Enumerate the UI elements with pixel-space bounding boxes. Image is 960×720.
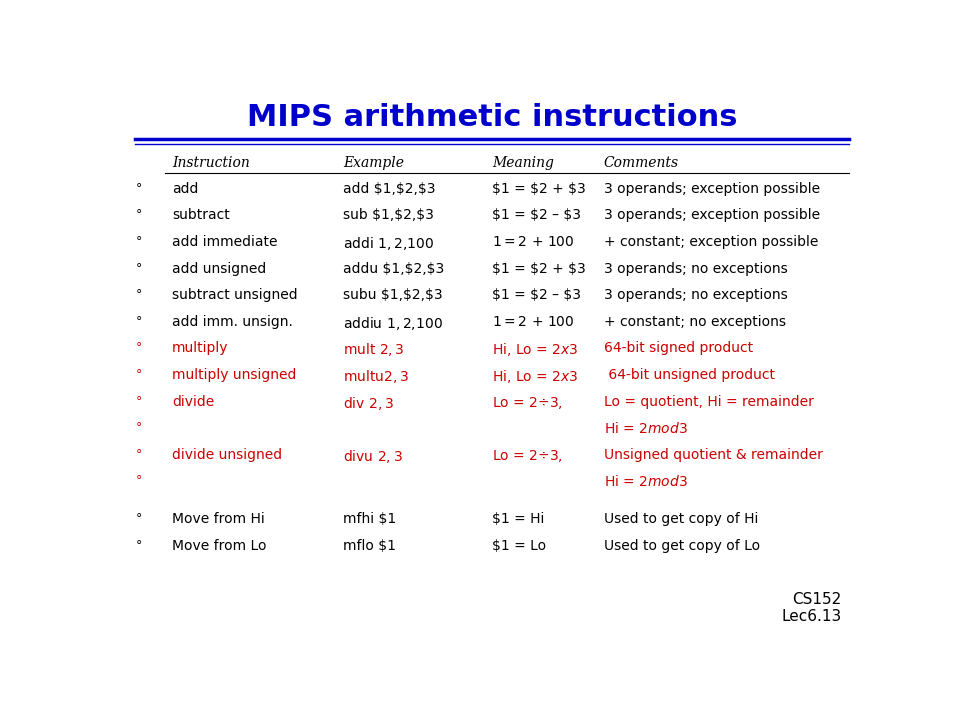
Text: Example: Example [344,156,404,170]
Text: Move from Hi: Move from Hi [172,512,265,526]
Text: $1 = $2 + 100: $1 = $2 + 100 [492,235,575,249]
Text: $1 = $2 – $3: $1 = $2 – $3 [492,208,581,222]
Text: °: ° [135,448,142,461]
Text: °: ° [135,421,142,434]
Text: °: ° [135,235,142,248]
Text: Hi, Lo = $2 x $3: Hi, Lo = $2 x $3 [492,341,579,359]
Text: Hi = $2 mod $3: Hi = $2 mod $3 [604,474,687,490]
Text: mflo $1: mflo $1 [344,539,396,553]
Text: subtract unsigned: subtract unsigned [172,288,298,302]
Text: $1 = $2 + 100: $1 = $2 + 100 [492,315,575,329]
Text: mfhi $1: mfhi $1 [344,512,396,526]
Text: addi $1,$2,100: addi $1,$2,100 [344,235,434,252]
Text: Move from Lo: Move from Lo [172,539,267,553]
Text: $1 = Lo: $1 = Lo [492,539,546,553]
Text: 64-bit signed product: 64-bit signed product [604,341,753,356]
Text: Lo = $2 ÷ $3,: Lo = $2 ÷ $3, [492,448,563,464]
Text: add: add [172,181,199,196]
Text: divide unsigned: divide unsigned [172,448,282,462]
Text: Lo = quotient, Hi = remainder: Lo = quotient, Hi = remainder [604,395,813,409]
Text: Comments: Comments [604,156,679,170]
Text: Hi = $2 mod $3: Hi = $2 mod $3 [604,421,687,436]
Text: div $2,$3: div $2,$3 [344,395,395,412]
Text: Used to get copy of Hi: Used to get copy of Hi [604,512,758,526]
Text: + constant; exception possible: + constant; exception possible [604,235,818,249]
Text: Unsigned quotient & remainder: Unsigned quotient & remainder [604,448,823,462]
Text: $1 = $2 – $3: $1 = $2 – $3 [492,288,581,302]
Text: Used to get copy of Lo: Used to get copy of Lo [604,539,759,553]
Text: add imm. unsign.: add imm. unsign. [172,315,293,329]
Text: 3 operands; no exceptions: 3 operands; no exceptions [604,261,787,276]
Text: °: ° [135,315,142,328]
Text: subtract: subtract [172,208,229,222]
Text: °: ° [135,512,142,525]
Text: multiply: multiply [172,341,228,356]
Text: °: ° [135,368,142,381]
Text: °: ° [135,395,142,408]
Text: 3 operands; no exceptions: 3 operands; no exceptions [604,288,787,302]
Text: °: ° [135,341,142,354]
Text: addiu $1,$2,100: addiu $1,$2,100 [344,315,443,332]
Text: °: ° [135,474,142,487]
Text: multiply unsigned: multiply unsigned [172,368,297,382]
Text: + constant; no exceptions: + constant; no exceptions [604,315,785,329]
Text: Hi, Lo = $2 x $3: Hi, Lo = $2 x $3 [492,368,579,385]
Text: addu $1,$2,$3: addu $1,$2,$3 [344,261,444,276]
Text: add unsigned: add unsigned [172,261,266,276]
Text: add immediate: add immediate [172,235,277,249]
Text: 3 operands; exception possible: 3 operands; exception possible [604,181,820,196]
Text: sub $1,$2,$3: sub $1,$2,$3 [344,208,434,222]
Text: Lo = $2 ÷ $3,: Lo = $2 ÷ $3, [492,395,563,410]
Text: add $1,$2,$3: add $1,$2,$3 [344,181,436,196]
Text: 3 operands; exception possible: 3 operands; exception possible [604,208,820,222]
Text: °: ° [135,539,142,552]
Text: divide: divide [172,395,214,409]
Text: °: ° [135,288,142,301]
Text: °: ° [135,181,142,194]
Text: °: ° [135,208,142,221]
Text: CS152
Lec6.13: CS152 Lec6.13 [781,592,842,624]
Text: $1 = $2 + $3: $1 = $2 + $3 [492,181,586,196]
Text: $1 = $2 + $3: $1 = $2 + $3 [492,261,586,276]
Text: subu $1,$2,$3: subu $1,$2,$3 [344,288,443,302]
Text: multu$2,$3: multu$2,$3 [344,368,409,385]
Text: Instruction: Instruction [172,156,250,170]
Text: mult $2,$3: mult $2,$3 [344,341,405,359]
Text: Meaning: Meaning [492,156,554,170]
Text: divu $2,$3: divu $2,$3 [344,448,403,465]
Text: MIPS arithmetic instructions: MIPS arithmetic instructions [247,103,737,132]
Text: $1 = Hi: $1 = Hi [492,512,544,526]
Text: 64-bit unsigned product: 64-bit unsigned product [604,368,775,382]
Text: °: ° [135,261,142,274]
